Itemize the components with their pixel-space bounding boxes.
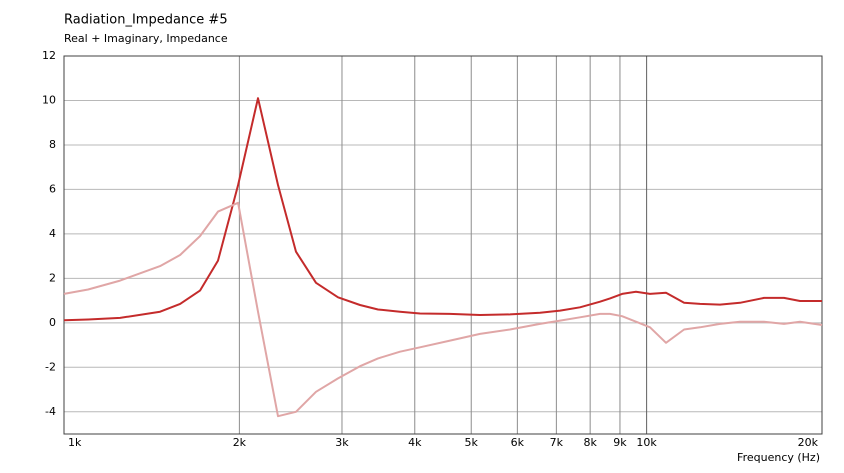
series-line — [63, 97, 822, 322]
x-tick-label: 4k — [408, 436, 422, 449]
x-tick-label: 6k — [511, 436, 525, 449]
x-tick-label: 7k — [550, 436, 564, 449]
chart-title: Radiation_Impedance #5 — [64, 13, 228, 28]
y-tick-label: 12 — [42, 49, 56, 62]
x-tick-label: 20k — [798, 436, 819, 449]
chart-subtitle: Real + Imaginary, Impedance — [64, 32, 228, 45]
x-axis-label: Frequency (Hz) — [737, 451, 820, 464]
y-tick-label: -2 — [45, 360, 56, 373]
series-line — [63, 201, 823, 418]
x-tick-label: 5k — [465, 436, 479, 449]
x-tick-label: 1k — [68, 436, 82, 449]
y-tick-label: 2 — [49, 271, 56, 284]
y-tick-label: 10 — [42, 93, 56, 106]
y-tick-label: 8 — [49, 138, 56, 151]
x-tick-label: 9k — [613, 436, 627, 449]
y-tick-label: 4 — [49, 227, 56, 240]
x-tick-label: 8k — [583, 436, 597, 449]
y-tick-label: 0 — [49, 316, 56, 329]
x-tick-label: 3k — [335, 436, 349, 449]
y-tick-label: -4 — [45, 405, 56, 418]
y-tick-label: 6 — [49, 182, 56, 195]
x-tick-label: 10k — [636, 436, 657, 449]
plot-frame — [63, 55, 823, 435]
x-tick-label: 2k — [233, 436, 247, 449]
